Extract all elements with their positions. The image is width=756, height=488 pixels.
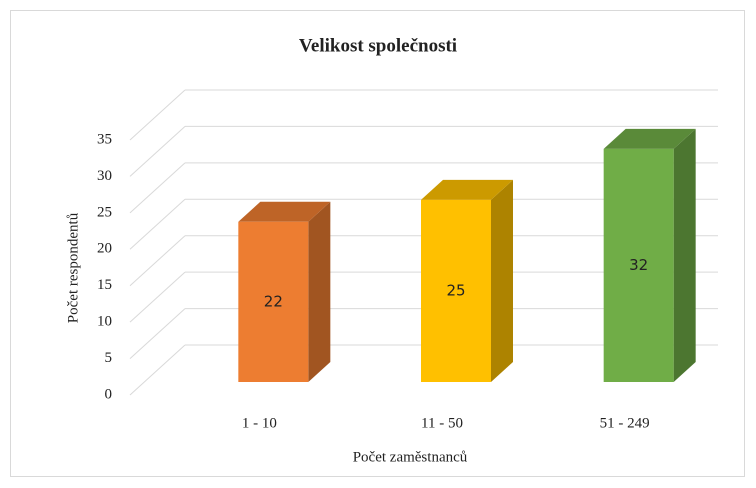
grid-line-side [129,89,186,141]
bar-front [238,221,309,382]
bar-side [308,201,331,382]
grid-line-side [129,198,186,250]
bar [603,128,696,382]
data-label: 32 [629,256,648,274]
x-axis-label: Počet zaměstnanců [353,449,468,465]
x-tick-label: 51 - 249 [600,415,650,431]
bar-top [421,179,513,200]
y-tick-label: 0 [105,386,113,402]
grid-line-side [129,344,186,396]
y-axis-label: Počet respondentů [65,212,81,323]
chart-title: Velikost společnosti [299,35,457,56]
y-tick-label: 25 [97,204,112,220]
y-tick-label: 10 [97,314,112,330]
bar-top [238,201,331,222]
bar-top [603,128,696,149]
grid-line-side [129,235,186,287]
bar-side [673,128,696,382]
bar-side [491,179,513,382]
grid-line-side [129,308,186,359]
grid-line-side [129,162,186,214]
x-tick-label: 11 - 50 [421,415,463,431]
y-tick-label: 15 [97,277,112,293]
bar-front [421,199,491,382]
grid-line-side [129,271,186,323]
grid-line-side [129,126,186,177]
data-label: 25 [446,281,465,299]
bar [238,201,331,382]
data-label: 22 [264,292,283,310]
bar-front [603,148,674,382]
bar [421,179,513,382]
y-tick-label: 35 [97,131,112,147]
y-tick-label: 20 [97,241,112,257]
y-tick-label: 5 [105,350,113,366]
y-tick-label: 30 [97,168,112,184]
x-tick-label: 1 - 10 [242,415,277,431]
